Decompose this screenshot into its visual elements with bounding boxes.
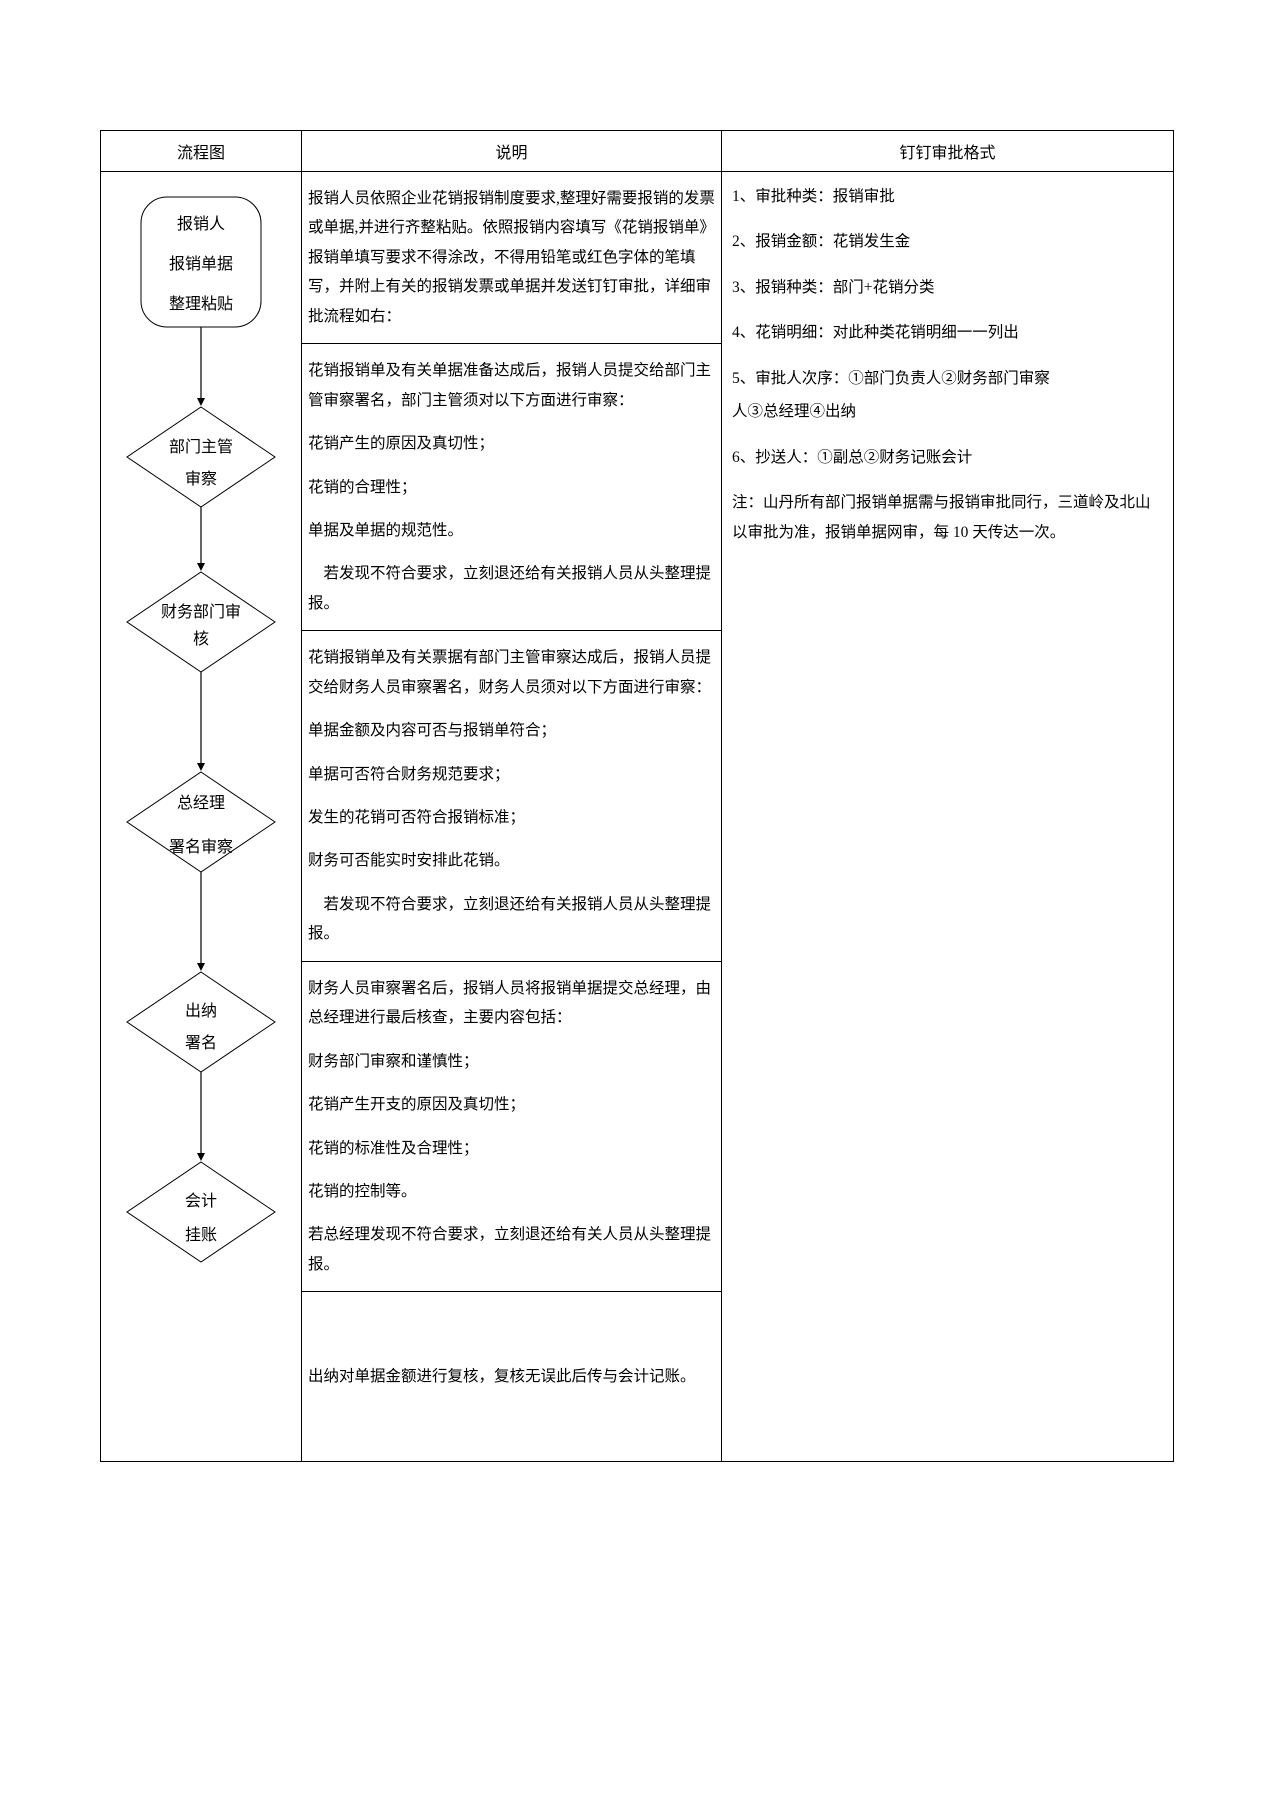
flow-label: 出纳 [185, 1002, 217, 1020]
flow-label: 报销人 [177, 215, 225, 233]
fmt-item: 5、审批人次序：①部门负责人②财务部门审察 [732, 364, 1163, 393]
table-header-row: 流程图 说明 钉钉审批格式 [101, 131, 1174, 172]
desc-text: 花销的控制等。 [308, 1177, 715, 1206]
fmt-item: 4、花销明细：对此种类花销明细一一列出 [732, 318, 1163, 347]
desc-text: 报销人员依照企业花销报销制度要求,整理好需要报销的发票或单据,并进行齐整粘贴。依… [308, 184, 715, 331]
desc-text: 花销的标准性及合理性； [308, 1134, 715, 1163]
desc-text: 花销产生的原因及真切性； [308, 429, 715, 458]
flow-label: 核 [193, 630, 209, 648]
flow-label: 挂账 [185, 1226, 217, 1244]
desc-cell-5: 出纳对单据金额进行复核，复核无误此后传与会计记账。 [302, 1292, 722, 1462]
flow-node-diamond [127, 572, 275, 672]
flowchart-cell: 报销人 报销单据 整理粘贴 部门主管 审察 财务部门审 核 [101, 172, 302, 1462]
process-table: 流程图 说明 钉钉审批格式 报销人 报销单据 整理粘贴 [100, 130, 1174, 1462]
desc-text: 发生的花销可否符合报销标准； [308, 803, 715, 832]
flow-node-diamond [127, 772, 275, 872]
desc-text: 若发现不符合要求，立刻退还给有关报销人员从头整理提报。 [308, 559, 715, 618]
desc-text: 花销报销单及有关票据有部门主管审察达成后，报销人员提交给财务人员审察署名，财务人… [308, 643, 715, 702]
desc-cell-2: 花销报销单及有关单据准备达成后，报销人员提交给部门主管审察署名，部门主管须对以下… [302, 344, 722, 631]
page: 流程图 说明 钉钉审批格式 报销人 报销单据 整理粘贴 [0, 0, 1274, 1542]
flow-label: 报销单据 [169, 255, 233, 273]
desc-cell-1: 报销人员依照企业花销报销制度要求,整理好需要报销的发票或单据,并进行齐整粘贴。依… [302, 172, 722, 344]
flow-node-diamond [127, 1162, 275, 1262]
flow-node-diamond [127, 407, 275, 507]
flow-label: 财务部门审 [161, 603, 241, 621]
fmt-item: 注：山丹所有部门报销单据需与报销审批同行，三道岭及北山以审批为准，报销单据网审，… [732, 488, 1163, 547]
flow-label: 总经理 [177, 794, 225, 812]
desc-cell-3: 花销报销单及有关票据有部门主管审察达成后，报销人员提交给财务人员审察署名，财务人… [302, 631, 722, 962]
fmt-item: 人③总经理④出纳 [732, 397, 1163, 426]
desc-text: 财务部门审察和谨慎性； [308, 1047, 715, 1076]
flow-label: 会计 [185, 1192, 217, 1210]
header-description: 说明 [302, 131, 722, 172]
table-row: 报销人 报销单据 整理粘贴 部门主管 审察 财务部门审 核 [101, 172, 1174, 344]
flow-node-diamond [127, 972, 275, 1072]
desc-text: 出纳对单据金额进行复核，复核无误此后传与会计记账。 [308, 1362, 715, 1391]
desc-text: 若发现不符合要求，立刻退还给有关报销人员从头整理提报。 [308, 890, 715, 949]
desc-text: 财务人员审察署名后，报销人员将报销单据提交总经理，由总经理进行最后核查，主要内容… [308, 974, 715, 1033]
fmt-item: 3、报销种类：部门+花销分类 [732, 273, 1163, 302]
format-cell: 1、审批种类：报销审批 2、报销金额：花销发生金 3、报销种类：部门+花销分类 … [722, 172, 1174, 1462]
desc-text: 单据金额及内容可否与报销单符合； [308, 716, 715, 745]
header-flowchart: 流程图 [101, 131, 302, 172]
desc-text: 单据及单据的规范性。 [308, 516, 715, 545]
flowchart-svg: 报销人 报销单据 整理粘贴 部门主管 审察 财务部门审 核 [101, 172, 301, 1402]
desc-text: 若总经理发现不符合要求，立刻退还给有关人员从头整理提报。 [308, 1220, 715, 1279]
flow-label: 署名审察 [169, 838, 233, 856]
fmt-item: 6、抄送人：①副总②财务记账会计 [732, 443, 1163, 472]
header-format: 钉钉审批格式 [722, 131, 1174, 172]
desc-cell-4: 财务人员审察署名后，报销人员将报销单据提交总经理，由总经理进行最后核查，主要内容… [302, 961, 722, 1292]
desc-text: 花销产生开支的原因及真切性； [308, 1090, 715, 1119]
fmt-item: 1、审批种类：报销审批 [732, 182, 1163, 211]
desc-text: 财务可否能实时安排此花销。 [308, 846, 715, 875]
flow-label: 整理粘贴 [169, 295, 233, 313]
flow-label: 署名 [185, 1034, 217, 1052]
desc-text: 单据可否符合财务规范要求； [308, 760, 715, 789]
flow-label: 部门主管 [169, 438, 233, 456]
desc-text: 花销的合理性； [308, 473, 715, 502]
fmt-item: 2、报销金额：花销发生金 [732, 227, 1163, 256]
desc-text: 花销报销单及有关单据准备达成后，报销人员提交给部门主管审察署名，部门主管须对以下… [308, 356, 715, 415]
flow-label: 审察 [185, 470, 217, 488]
